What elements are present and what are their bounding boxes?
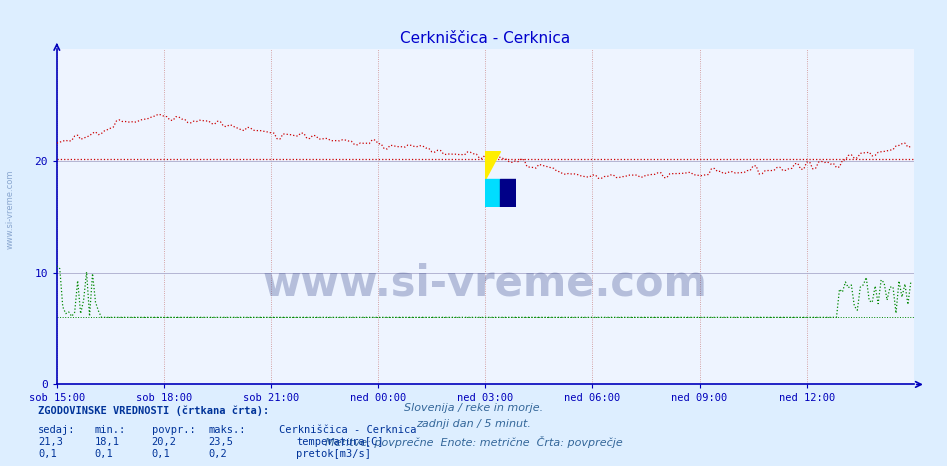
Polygon shape <box>500 178 515 206</box>
Text: ZGODOVINSKE VREDNOSTI (črtkana črta):: ZGODOVINSKE VREDNOSTI (črtkana črta): <box>38 405 269 416</box>
Title: Cerkniščica - Cerknica: Cerkniščica - Cerknica <box>401 31 570 47</box>
Polygon shape <box>485 178 500 206</box>
Text: min.:: min.: <box>95 425 126 435</box>
Text: Cerkniščica - Cerknica: Cerkniščica - Cerknica <box>279 425 417 435</box>
Polygon shape <box>485 151 500 178</box>
Text: 0,2: 0,2 <box>208 449 227 459</box>
Text: 0,1: 0,1 <box>152 449 170 459</box>
Text: 21,3: 21,3 <box>38 437 63 447</box>
Text: Slovenija / reke in morje.: Slovenija / reke in morje. <box>404 403 543 413</box>
Text: maks.:: maks.: <box>208 425 246 435</box>
Text: Meritve: povprečne  Enote: metrične  Črta: povprečje: Meritve: povprečne Enote: metrične Črta:… <box>325 436 622 448</box>
Text: zadnji dan / 5 minut.: zadnji dan / 5 minut. <box>416 419 531 429</box>
Text: www.si-vreme.com: www.si-vreme.com <box>263 263 707 305</box>
Text: www.si-vreme.com: www.si-vreme.com <box>6 170 15 249</box>
Text: 0,1: 0,1 <box>95 449 114 459</box>
Text: povpr.:: povpr.: <box>152 425 195 435</box>
Text: sedaj:: sedaj: <box>38 425 76 435</box>
Text: 0,1: 0,1 <box>38 449 57 459</box>
Text: pretok[m3/s]: pretok[m3/s] <box>296 449 371 459</box>
Text: temperatura[C]: temperatura[C] <box>296 437 384 447</box>
Text: 23,5: 23,5 <box>208 437 233 447</box>
Text: 20,2: 20,2 <box>152 437 176 447</box>
Text: 18,1: 18,1 <box>95 437 119 447</box>
